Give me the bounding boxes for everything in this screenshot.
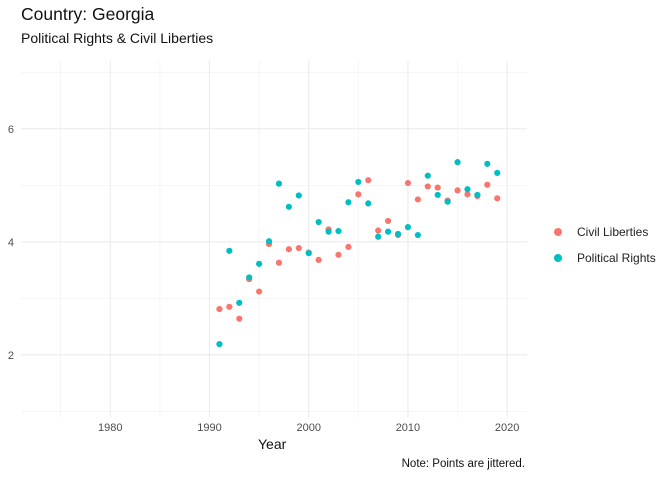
x-tick-labels: 1980 1990 2000 2010 2020: [98, 422, 519, 434]
point-political-rights: [494, 169, 501, 176]
point-civil-liberties: [424, 183, 431, 190]
point-political-rights: [285, 203, 292, 210]
point-civil-liberties: [345, 243, 352, 251]
point-political-rights: [434, 191, 441, 199]
point-political-rights: [444, 198, 451, 205]
point-political-rights: [454, 159, 461, 166]
point-political-rights: [295, 192, 302, 199]
point-civil-liberties: [335, 251, 342, 258]
point-civil-liberties: [355, 191, 362, 198]
y-tick-labels: 2 4 6: [8, 124, 14, 362]
point-political-rights: [256, 260, 263, 267]
point-political-rights: [424, 172, 431, 179]
point-political-rights: [464, 186, 471, 193]
point-civil-liberties: [404, 179, 412, 187]
point-civil-liberties: [315, 256, 322, 264]
point-political-rights: [394, 230, 402, 238]
point-political-rights: [315, 218, 322, 226]
x-tick-label: 2010: [396, 422, 420, 434]
x-tick-label: 2020: [495, 422, 519, 434]
grid-major: [21, 61, 527, 417]
point-civil-liberties: [464, 191, 471, 198]
x-tick-label: 1990: [197, 422, 221, 434]
point-civil-liberties: [256, 288, 263, 295]
point-civil-liberties: [384, 217, 392, 225]
point-political-rights: [484, 160, 491, 167]
legend-key-political-rights: [554, 254, 562, 262]
point-political-rights: [265, 238, 273, 245]
point-civil-liberties: [285, 246, 292, 253]
legend-item-political-rights: Political Rights: [548, 245, 656, 271]
legend-label-political-rights: Political Rights: [577, 251, 656, 265]
point-civil-liberties: [434, 184, 441, 191]
point-political-rights: [246, 274, 253, 281]
point-political-rights: [236, 299, 243, 306]
point-civil-liberties: [494, 195, 501, 202]
point-civil-liberties: [236, 315, 243, 322]
point-political-rights: [355, 178, 362, 186]
point-political-rights: [474, 191, 481, 199]
point-civil-liberties: [414, 196, 421, 203]
grid-minor: [21, 61, 527, 417]
point-political-rights: [226, 247, 233, 254]
legend: Civil Liberties Political Rights: [548, 219, 656, 271]
point-civil-liberties: [226, 303, 233, 310]
point-political-rights: [345, 199, 352, 206]
point-political-rights: [325, 228, 332, 235]
y-tick-label: 2: [8, 350, 14, 362]
legend-label-civil-liberties: Civil Liberties: [577, 225, 649, 239]
point-political-rights: [375, 233, 382, 240]
point-civil-liberties: [484, 181, 491, 188]
point-political-rights: [216, 341, 223, 348]
point-civil-liberties: [275, 259, 283, 266]
chart-title: Country: Georgia: [21, 4, 155, 24]
point-civil-liberties: [295, 244, 302, 252]
point-political-rights: [305, 250, 312, 257]
legend-key-civil-liberties: [554, 228, 562, 236]
point-political-rights: [414, 231, 421, 239]
point-civil-liberties: [454, 187, 461, 194]
data-points: [216, 159, 501, 348]
x-axis-label: Year: [258, 436, 287, 452]
y-tick-label: 6: [8, 124, 14, 136]
point-civil-liberties: [375, 227, 382, 234]
chart-subtitle: Political Rights & Civil Liberties: [21, 30, 214, 46]
y-tick-label: 4: [8, 237, 14, 249]
legend-item-civil-liberties: Civil Liberties: [548, 219, 656, 245]
point-political-rights: [365, 200, 372, 207]
point-civil-liberties: [365, 177, 372, 184]
x-tick-label: 2000: [296, 422, 320, 434]
point-civil-liberties: [216, 305, 223, 313]
point-political-rights: [335, 227, 342, 235]
point-political-rights: [384, 228, 392, 235]
x-tick-label: 1980: [98, 422, 122, 434]
caption-note: Note: Points are jittered.: [401, 458, 525, 470]
point-political-rights: [275, 180, 283, 187]
point-political-rights: [404, 224, 412, 231]
